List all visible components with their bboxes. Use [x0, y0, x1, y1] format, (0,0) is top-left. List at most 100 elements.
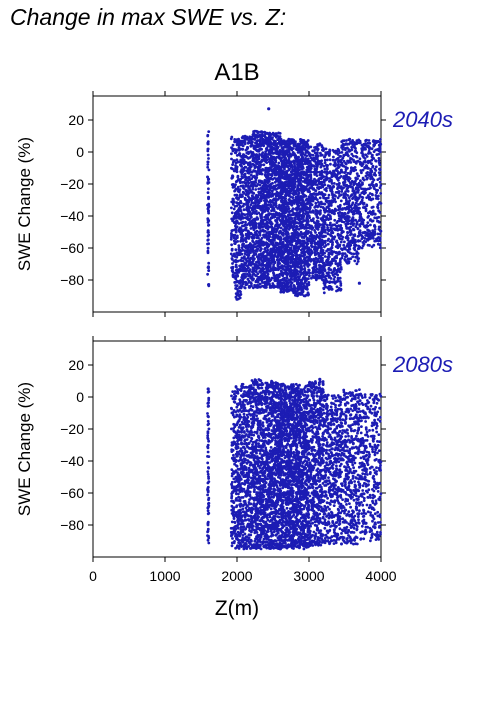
scatter-point	[305, 168, 309, 172]
scatter-point	[266, 258, 270, 262]
scatter-point	[334, 227, 338, 231]
scatter-point	[240, 165, 244, 168]
scatter-point	[246, 249, 250, 253]
scatter-point	[335, 167, 339, 171]
scatter-point	[284, 269, 287, 273]
scatter-point	[240, 252, 244, 256]
scatter-point	[242, 208, 246, 212]
scatter-point	[322, 252, 326, 255]
scatter-point	[304, 287, 308, 290]
scatter-point	[287, 232, 290, 236]
scatter-point	[275, 166, 278, 170]
scatter-point	[300, 141, 303, 145]
scatter-point	[328, 223, 332, 227]
scatter-point	[207, 196, 210, 199]
scatter-point	[274, 242, 278, 245]
scatter-point	[279, 266, 282, 270]
scatter-point	[236, 290, 240, 294]
scatter-point	[325, 189, 328, 193]
scatter-point	[241, 248, 245, 252]
scatter-point	[331, 158, 335, 162]
scatter-point	[206, 153, 210, 157]
scatter-point	[300, 267, 303, 271]
scatter-point	[265, 161, 269, 165]
scatter-point	[302, 277, 306, 280]
scatter-point	[280, 187, 284, 191]
scatter-point	[303, 153, 307, 157]
y-tick-label: −20	[60, 176, 84, 192]
scatter-point	[336, 196, 340, 200]
scatter-point	[247, 151, 251, 155]
scatter-point	[326, 151, 329, 154]
scatter-point	[288, 288, 292, 291]
scatter-point	[270, 165, 274, 169]
scatter-point	[278, 135, 282, 138]
scatter-point	[274, 197, 277, 201]
scatter-point	[314, 208, 318, 212]
scatter-point	[265, 220, 269, 224]
scatter-point	[272, 259, 276, 263]
scatter-point	[206, 140, 210, 144]
scatter-point	[264, 190, 268, 194]
scatter-point	[318, 192, 322, 196]
scatter-point	[283, 214, 286, 218]
scatter-point	[339, 199, 343, 203]
scatter-point	[296, 205, 300, 209]
scatter-point	[326, 286, 330, 290]
scatter-point	[238, 296, 242, 300]
scatter-point	[250, 170, 254, 174]
scatter-point	[336, 244, 339, 248]
scatter-point	[336, 273, 339, 277]
scatter-point	[290, 281, 294, 285]
scatter-point	[237, 222, 241, 225]
scatter-point	[322, 192, 325, 196]
scatter-point	[255, 161, 258, 165]
scatter-point	[313, 158, 316, 162]
scatter-point	[317, 179, 320, 183]
scatter-point	[241, 273, 244, 277]
scatter-point	[207, 242, 211, 246]
scatter-point	[299, 230, 303, 234]
scatter-point	[281, 284, 285, 288]
scatter-point	[299, 209, 302, 212]
scatter-point	[254, 274, 257, 277]
scatter-point	[240, 233, 244, 237]
scatter-point	[240, 172, 244, 176]
scatter-point	[290, 186, 294, 190]
scatter-point	[318, 256, 322, 259]
scatter-point	[237, 178, 241, 181]
scatter-point	[271, 206, 275, 210]
scatter-point	[279, 193, 283, 197]
scatter-point	[331, 193, 334, 196]
scatter-point	[296, 232, 299, 236]
scatter-point	[244, 237, 248, 241]
scatter-point	[312, 187, 315, 190]
scatter-point	[266, 245, 269, 249]
scatter-point	[245, 205, 249, 209]
scatter-point	[231, 197, 235, 201]
scatter-point	[293, 185, 297, 189]
scatter-point	[302, 249, 306, 253]
scatter-point	[334, 255, 338, 259]
scatter-point	[259, 194, 263, 197]
scatter-point	[311, 153, 315, 157]
scatter-point	[301, 172, 305, 175]
scatter-point	[318, 196, 322, 200]
scatter-point	[281, 231, 285, 235]
scatter-point	[247, 274, 251, 278]
scatter-point	[207, 266, 211, 270]
scatter-point	[279, 208, 283, 212]
scatter-point	[338, 280, 342, 283]
scatter-point	[287, 198, 291, 202]
scatter-point	[264, 271, 268, 274]
scatter-point	[330, 287, 334, 291]
scatter-point	[251, 162, 255, 166]
scatter-point	[330, 182, 334, 185]
scatter-point	[306, 157, 310, 161]
scatter-point	[346, 171, 350, 175]
scatter-point	[340, 256, 344, 260]
scatter-point	[240, 184, 244, 188]
scatter-point	[206, 272, 210, 276]
scatter-point	[235, 138, 239, 142]
